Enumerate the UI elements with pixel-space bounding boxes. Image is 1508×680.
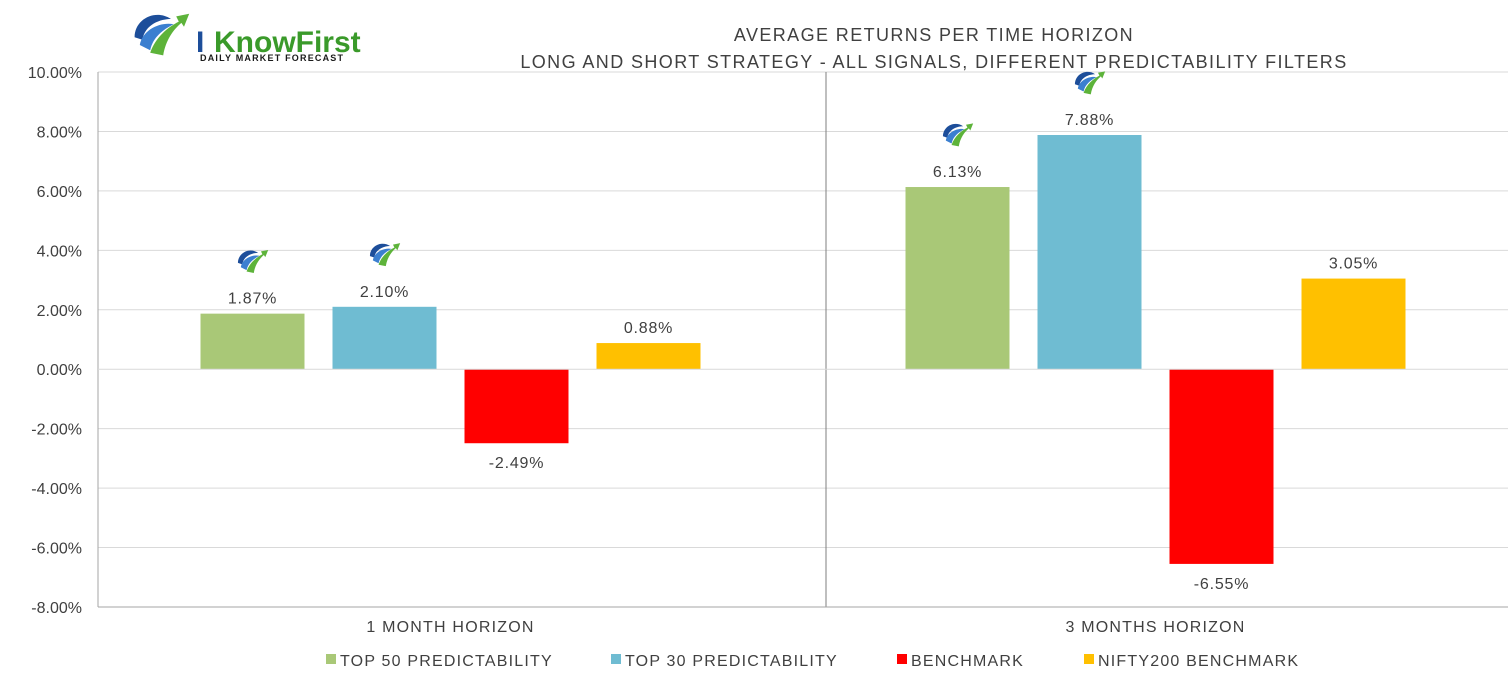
legend-label: TOP 30 PREDICTABILITY xyxy=(625,653,838,670)
bar xyxy=(596,343,701,370)
data-label: 0.88% xyxy=(624,320,673,337)
y-tick-label: -8.00% xyxy=(31,600,82,617)
legend: TOP 50 PREDICTABILITY TOP 30 PREDICTABILI… xyxy=(326,653,1299,670)
bar-marks xyxy=(200,135,1406,564)
legend-swatch xyxy=(897,654,907,664)
x-category-label: 3 MONTHS HORIZON xyxy=(1065,619,1245,636)
bar xyxy=(1169,369,1274,564)
data-labels: 1.87% 2.10% -2.49% 0.88% 6.13% 7.88% -6.55% 3.0… xyxy=(228,112,1378,593)
legend-label: BENCHMARK xyxy=(911,653,1024,670)
data-label: 1.87% xyxy=(228,291,277,308)
y-tick-label: 4.00% xyxy=(37,243,82,260)
x-category-label: 1 MONTH HORIZON xyxy=(366,619,534,636)
y-tick-label: -6.00% xyxy=(31,541,82,558)
chart-subtitle: LONG AND SHORT STRATEGY - ALL SIGNALS, D… xyxy=(520,52,1347,72)
logo-brand-name: KnowFirst xyxy=(214,26,361,59)
legend-swatch xyxy=(1084,654,1094,664)
logo-tagline: DAILY MARKET FORECAST xyxy=(200,53,344,63)
y-tick-label: 10.00% xyxy=(28,65,82,82)
y-tick-label: 6.00% xyxy=(37,184,82,201)
bar xyxy=(1037,135,1142,370)
y-tick-label: 0.00% xyxy=(37,362,82,379)
x-axis-categories: 1 MONTH HORIZON 3 MONTHS HORIZON xyxy=(366,619,1245,636)
data-label: -6.55% xyxy=(1194,576,1250,593)
y-tick-label: -2.00% xyxy=(31,422,82,439)
data-label: -2.49% xyxy=(489,455,545,472)
legend-swatch xyxy=(326,654,336,664)
data-label: 6.13% xyxy=(933,164,982,181)
logo-swirl-icon xyxy=(134,13,190,56)
legend-item: NIFTY200 BENCHMARK xyxy=(1084,653,1299,670)
data-label: 2.10% xyxy=(360,284,409,301)
legend-item: TOP 50 PREDICTABILITY xyxy=(326,653,553,670)
chart-logo: I KnowFirst DAILY MARKET FORECAST xyxy=(134,13,361,63)
y-tick-label: 8.00% xyxy=(37,124,82,141)
bar xyxy=(905,187,1010,370)
iknowfirst-logo-icon xyxy=(942,123,974,147)
legend-label: TOP 50 PREDICTABILITY xyxy=(340,653,553,670)
gridlines xyxy=(98,71,1508,549)
iknowfirst-logo-icon xyxy=(369,243,401,267)
y-tick-label: -4.00% xyxy=(31,481,82,498)
bar xyxy=(332,306,437,370)
logo-brand-i: I xyxy=(196,26,204,59)
legend-item: BENCHMARK xyxy=(897,653,1024,670)
chart-title: AVERAGE RETURNS PER TIME HORIZON xyxy=(734,25,1134,45)
data-label: 3.05% xyxy=(1329,256,1378,273)
bar xyxy=(200,313,305,370)
data-label: 7.88% xyxy=(1065,112,1114,129)
iknowfirst-logo-icon xyxy=(237,249,269,274)
legend-label: NIFTY200 BENCHMARK xyxy=(1098,653,1299,670)
y-axis-ticks: -8.00% -6.00% -4.00% -2.00% 0.00% 2.00% 4.00% 6… xyxy=(28,65,82,617)
bar xyxy=(464,369,569,444)
bar xyxy=(1301,278,1406,370)
legend-item: TOP 30 PREDICTABILITY xyxy=(611,653,838,670)
legend-swatch xyxy=(611,654,621,664)
iknowfirst-logo-icon xyxy=(1074,71,1106,95)
y-tick-label: 2.00% xyxy=(37,303,82,320)
